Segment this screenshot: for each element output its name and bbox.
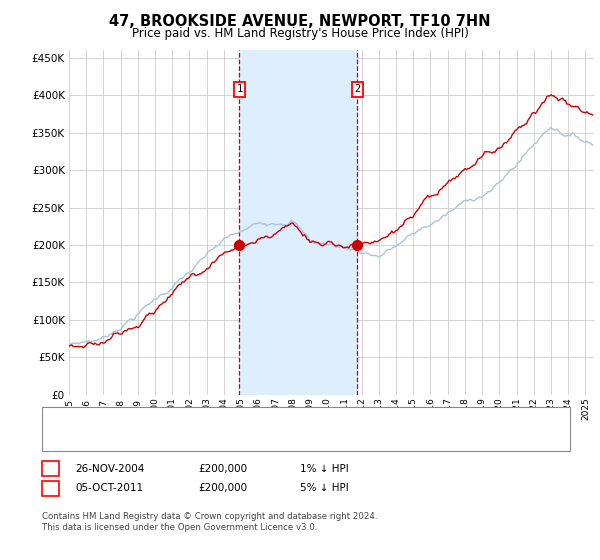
Text: HPI: Average price, detached house, Telford and Wrekin: HPI: Average price, detached house, Telf… — [81, 434, 371, 444]
Text: £200,000: £200,000 — [198, 464, 247, 474]
Text: ——: —— — [54, 412, 69, 426]
Text: 1: 1 — [236, 85, 242, 94]
Text: 47, BROOKSIDE AVENUE, NEWPORT, TF10 7HN: 47, BROOKSIDE AVENUE, NEWPORT, TF10 7HN — [109, 14, 491, 29]
Text: £200,000: £200,000 — [198, 483, 247, 493]
Bar — [239, 50, 358, 395]
Text: 47, BROOKSIDE AVENUE, NEWPORT, TF10 7HN (detached house): 47, BROOKSIDE AVENUE, NEWPORT, TF10 7HN … — [81, 414, 418, 424]
Text: 1: 1 — [47, 464, 53, 474]
Text: Price paid vs. HM Land Registry's House Price Index (HPI): Price paid vs. HM Land Registry's House … — [131, 27, 469, 40]
Text: 26-NOV-2004: 26-NOV-2004 — [75, 464, 145, 474]
Point — [353, 241, 362, 250]
Point — [235, 241, 244, 250]
Text: 2: 2 — [354, 85, 361, 94]
Text: Contains HM Land Registry data © Crown copyright and database right 2024.
This d: Contains HM Land Registry data © Crown c… — [42, 512, 377, 532]
Text: 1% ↓ HPI: 1% ↓ HPI — [300, 464, 349, 474]
Text: 2: 2 — [47, 483, 53, 493]
Text: ——: —— — [54, 432, 69, 446]
Text: 05-OCT-2011: 05-OCT-2011 — [75, 483, 143, 493]
Text: 5% ↓ HPI: 5% ↓ HPI — [300, 483, 349, 493]
